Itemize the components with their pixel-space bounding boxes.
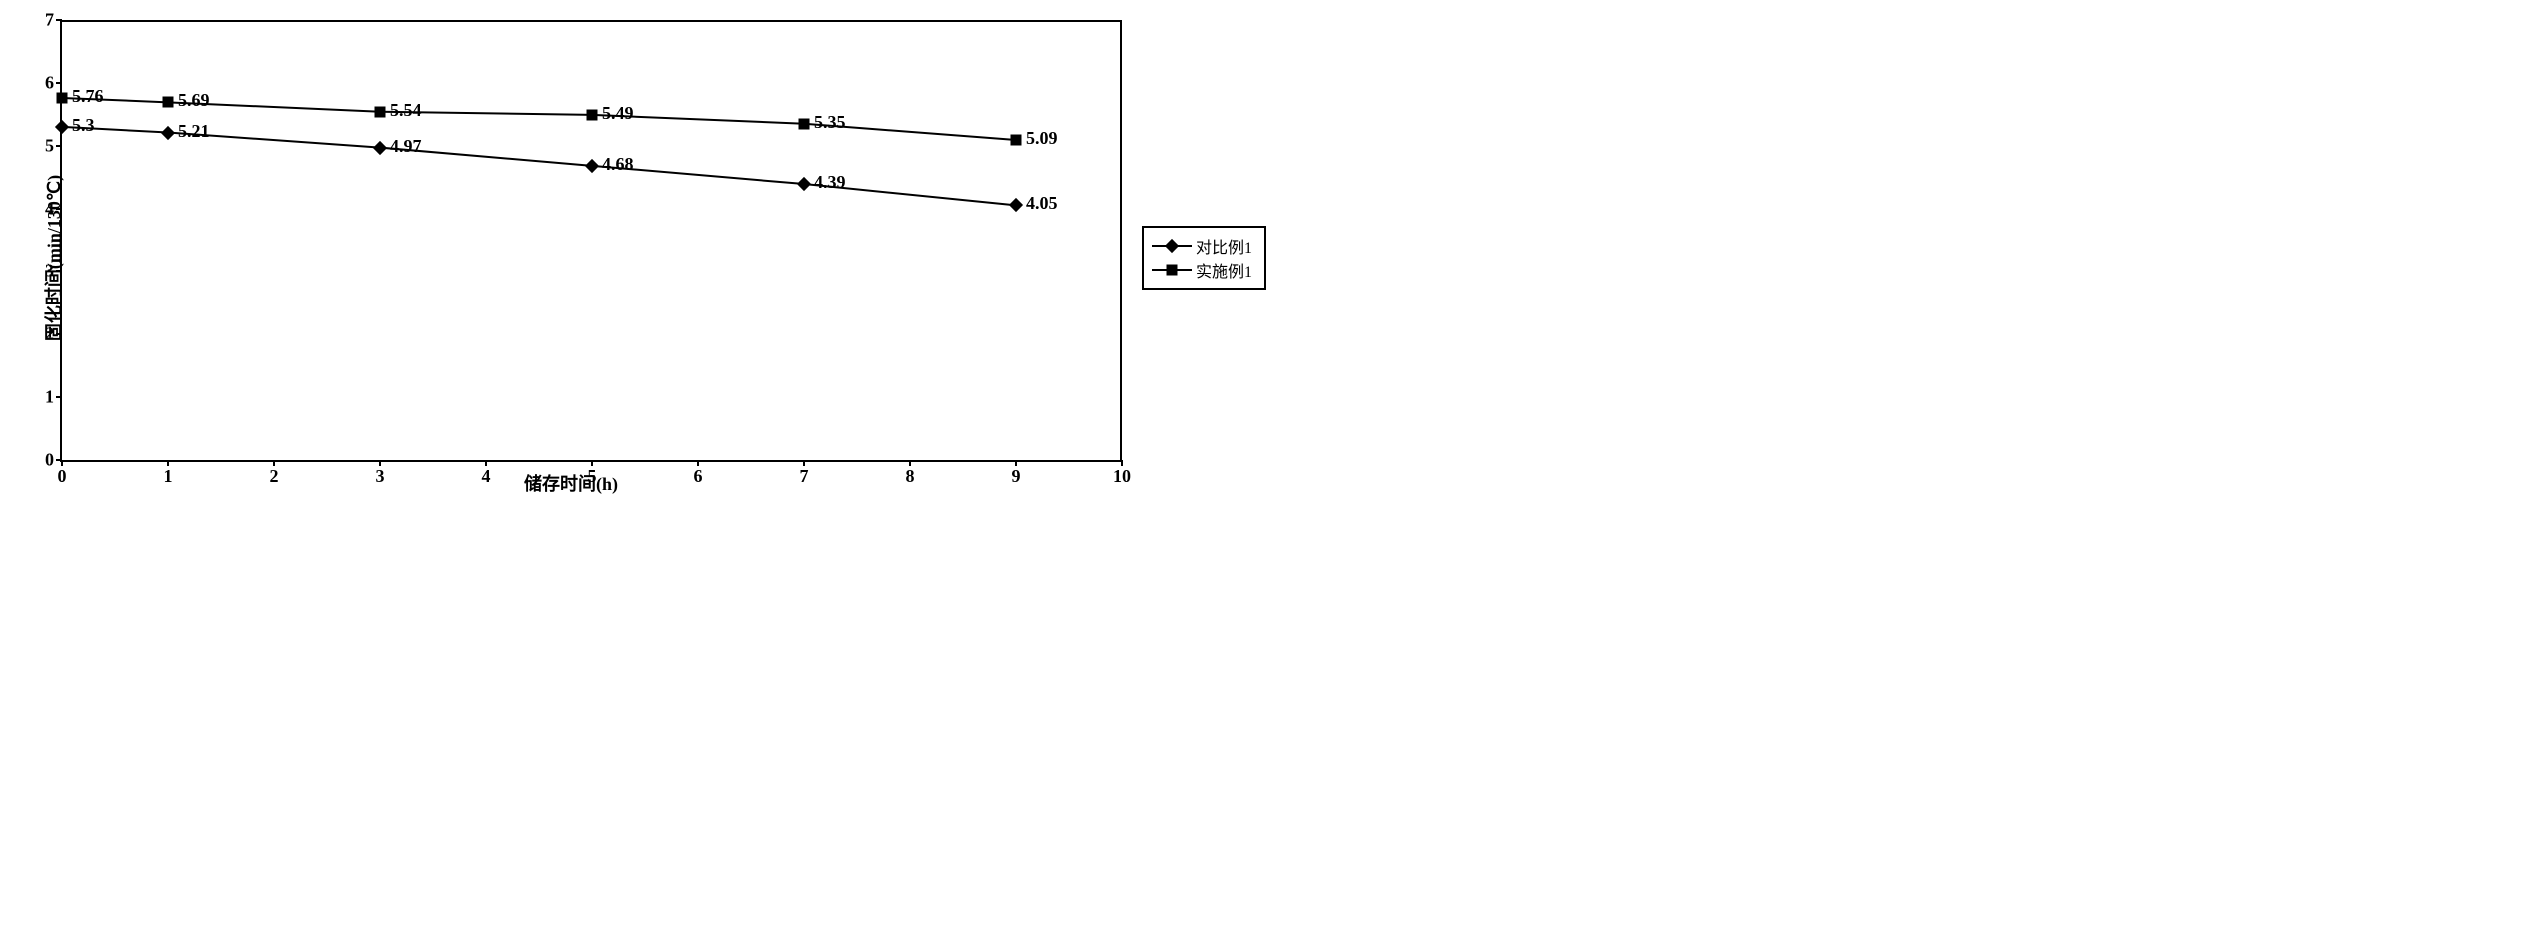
legend-item: 实施例1 xyxy=(1152,258,1252,282)
square-marker xyxy=(587,109,598,120)
square-marker xyxy=(1011,135,1022,146)
x-tick-mark xyxy=(1121,460,1123,466)
x-tick-mark xyxy=(697,460,699,466)
x-tick-mark xyxy=(61,460,63,466)
data-label: 4.39 xyxy=(814,172,846,193)
x-tick-mark xyxy=(167,460,169,466)
y-tick-mark xyxy=(56,333,62,335)
square-marker xyxy=(799,118,810,129)
plot-area: 012345670123456789105.35.214.974.684.394… xyxy=(60,20,1122,462)
data-label: 4.05 xyxy=(1026,193,1058,214)
data-label: 4.68 xyxy=(602,154,634,175)
plot-border xyxy=(62,20,1122,460)
legend-label: 对比例1 xyxy=(1196,234,1252,258)
chart-container: 固化时间(min/130℃) 012345670123456789105.35.… xyxy=(20,20,2517,496)
square-marker xyxy=(57,92,68,103)
data-label: 5.54 xyxy=(390,100,422,121)
data-label: 5.3 xyxy=(72,115,95,136)
legend: 对比例1实施例1 xyxy=(1142,226,1266,290)
y-tick-mark xyxy=(56,208,62,210)
x-tick-mark xyxy=(485,460,487,466)
y-tick-mark xyxy=(56,270,62,272)
data-label: 5.69 xyxy=(178,90,210,111)
legend-label: 实施例1 xyxy=(1196,258,1252,282)
x-tick-mark xyxy=(1015,460,1017,466)
legend-swatch xyxy=(1152,261,1192,279)
square-marker xyxy=(375,106,386,117)
data-label: 5.35 xyxy=(814,112,846,133)
x-tick-mark xyxy=(803,460,805,466)
y-tick-mark xyxy=(56,19,62,21)
x-tick-mark xyxy=(591,460,593,466)
legend-item: 对比例1 xyxy=(1152,234,1252,258)
data-label: 5.09 xyxy=(1026,128,1058,149)
data-label: 5.49 xyxy=(602,103,634,124)
diamond-icon xyxy=(1165,239,1179,253)
y-tick-mark xyxy=(56,145,62,147)
y-tick-mark xyxy=(56,396,62,398)
data-label: 5.21 xyxy=(178,121,210,142)
x-tick-mark xyxy=(909,460,911,466)
square-marker xyxy=(163,97,174,108)
legend-swatch xyxy=(1152,237,1192,255)
data-label: 5.76 xyxy=(72,86,104,107)
y-tick-mark xyxy=(56,82,62,84)
chart: 固化时间(min/130℃) 012345670123456789105.35.… xyxy=(20,20,1122,496)
x-tick-mark xyxy=(379,460,381,466)
square-icon xyxy=(1167,265,1178,276)
x-tick-mark xyxy=(273,460,275,466)
data-label: 4.97 xyxy=(390,136,422,157)
x-axis-label: 储存时间(h) xyxy=(20,470,1122,496)
